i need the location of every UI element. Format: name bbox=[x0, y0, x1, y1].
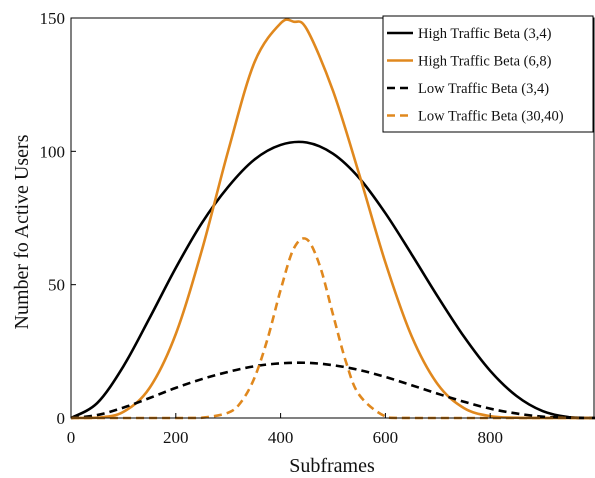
x-tick-label: 0 bbox=[67, 428, 76, 447]
y-axis-title: Number fo Active Users bbox=[11, 134, 33, 329]
x-tick-label: 400 bbox=[268, 428, 294, 447]
legend-label-3: Low Traffic Beta (3,4) bbox=[418, 81, 549, 97]
x-tick-label: 800 bbox=[477, 428, 503, 447]
x-axis-title: Subframes bbox=[289, 455, 375, 477]
legend-label-1: High Traffic Beta (3,4) bbox=[418, 26, 552, 42]
x-tick-label: 600 bbox=[373, 428, 399, 447]
series-line-1 bbox=[70, 140, 595, 420]
y-tick-label: 0 bbox=[57, 409, 66, 428]
y-tick-label: 100 bbox=[40, 142, 66, 161]
series-line-4 bbox=[71, 237, 595, 420]
legend-box bbox=[382, 15, 594, 133]
series-layer bbox=[70, 18, 595, 420]
legend-label-2: High Traffic Beta (6,8) bbox=[418, 54, 552, 70]
legend-label-4: Low Traffic Beta (30,40) bbox=[418, 109, 564, 125]
y-tick-label: 150 bbox=[40, 9, 66, 28]
series-line-2 bbox=[70, 18, 595, 420]
legend: High Traffic Beta (3,4) High Traffic Beta… bbox=[382, 15, 594, 133]
plot-frame bbox=[70, 17, 595, 419]
y-tick-label: 50 bbox=[48, 276, 65, 295]
axis-layer: 0 200 400 600 800 0 50 100 150 bbox=[40, 9, 503, 447]
x-tick-label: 200 bbox=[163, 428, 189, 447]
